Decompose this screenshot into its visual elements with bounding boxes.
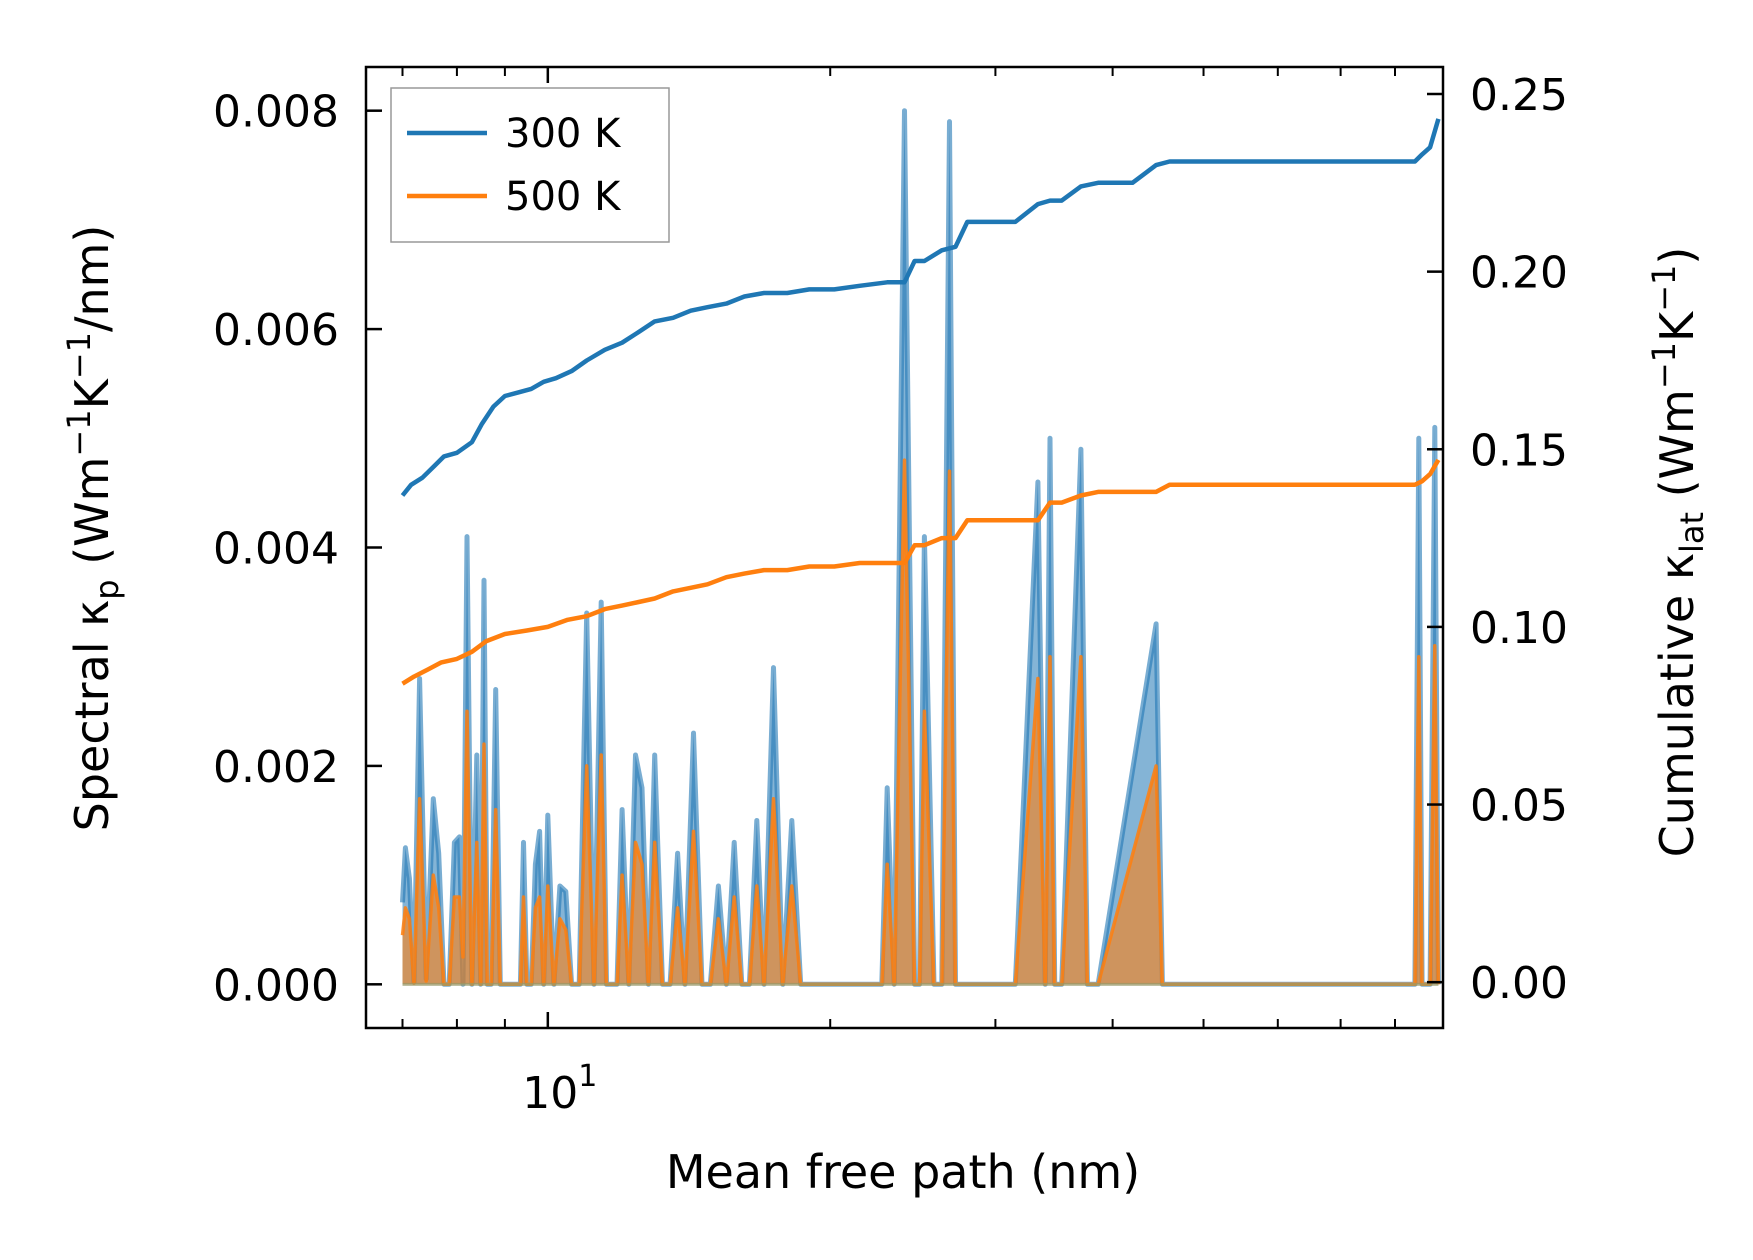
y-tick-label-left: 0.008 <box>213 87 339 138</box>
legend-frame <box>390 87 670 243</box>
legend: 300 K 500 K <box>390 87 670 243</box>
axes <box>364 65 1445 1030</box>
y-axis-label-right: Cumulative κlat (Wm−1K−1) <box>1645 247 1711 858</box>
spectral-line-500k <box>400 458 1441 987</box>
plot-area <box>400 108 1441 987</box>
y-tick-label-right: 0.00 <box>1470 958 1568 1009</box>
cumulative-line-500k <box>401 458 1441 686</box>
cumulative-line-300k <box>400 118 1441 497</box>
y-tick-label-right: 0.10 <box>1470 603 1568 654</box>
y-tick-label-right: 0.20 <box>1470 248 1568 299</box>
y-tick-label-left: 0.004 <box>213 524 339 575</box>
y-tick-label-right: 0.05 <box>1470 781 1568 832</box>
y-axis-label-left: Spectral κp (Wm−1K−1/nm) <box>60 225 126 832</box>
legend-label-500k: 500 K <box>505 174 622 220</box>
y-tick-label-left: 0.002 <box>213 742 339 793</box>
y-tick-label-left: 0.006 <box>213 305 339 356</box>
y-tick-label-right: 0.25 <box>1470 70 1568 121</box>
y-tick-label-left: 0.000 <box>213 960 339 1011</box>
y-tick-label-right: 0.15 <box>1470 425 1568 476</box>
legend-label-300k: 300 K <box>505 111 622 157</box>
x-axis-label: Mean free path (nm) <box>666 1145 1140 1199</box>
x-tick-label: 101 <box>522 1059 597 1119</box>
